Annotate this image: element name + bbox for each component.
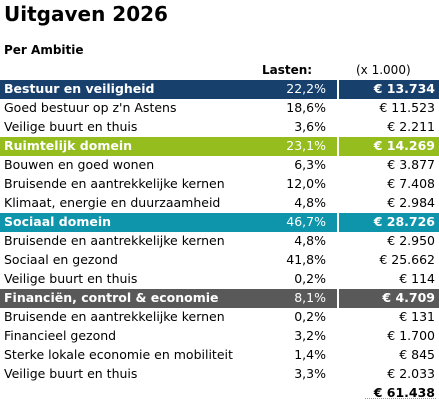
row-amount: € 2.984 (387, 195, 435, 210)
row-amount: € 3.877 (387, 157, 435, 172)
section-amount: € 28.726 (373, 214, 435, 229)
section-pct: 8,1% (294, 290, 326, 305)
row-label: Goed bestuur op z'n Astens (4, 100, 177, 115)
total-divider (365, 398, 436, 399)
section-header-sociaal: Sociaal domein 46,7% € 28.726 (0, 213, 439, 232)
total-row: € 61.438 (0, 384, 439, 403)
row-label: Bouwen en goed wonen (4, 157, 155, 172)
row-pct: 0,2% (294, 271, 326, 286)
row-pct: 3,3% (294, 366, 326, 381)
row-label: Sociaal en gezond (4, 252, 118, 267)
row-label: Klimaat, energie en duurzaamheid (4, 195, 221, 210)
row-label: Veilige buurt en thuis (4, 366, 138, 381)
row-label: Financieel gezond (4, 328, 117, 343)
row-amount: € 7.408 (387, 176, 435, 191)
row-amount: € 11.523 (379, 100, 435, 115)
table-row: Veilige buurt en thuis 3,3% € 2.033 (0, 365, 439, 384)
row-amount: € 2.950 (387, 233, 435, 248)
column-header-unit: (x 1.000) (356, 63, 411, 77)
row-amount: € 114 (399, 271, 435, 286)
section-pct: 46,7% (286, 214, 326, 229)
row-amount: € 2.033 (387, 366, 435, 381)
row-amount: € 1.700 (387, 328, 435, 343)
section-label: Sociaal domein (4, 214, 112, 229)
row-label: Veilige buurt en thuis (4, 271, 138, 286)
section-amount: € 14.269 (373, 138, 435, 153)
table-row: Sterke lokale economie en mobiliteit 1,4… (0, 346, 439, 365)
page-title: Uitgaven 2026 (4, 2, 168, 26)
column-header-lasten: Lasten: (262, 63, 313, 77)
row-label: Sterke lokale economie en mobiliteit (4, 347, 233, 362)
row-amount: € 131 (399, 309, 435, 324)
table-row: Veilige buurt en thuis 3,6% € 2.211 (0, 118, 439, 137)
row-pct: 18,6% (286, 100, 326, 115)
row-pct: 6,3% (294, 157, 326, 172)
section-label: Financiën, control & economie (4, 290, 219, 305)
table-row: Bouwen en goed wonen 6,3% € 3.877 (0, 156, 439, 175)
table-row: Goed bestuur op z'n Astens 18,6% € 11.52… (0, 99, 439, 118)
expenses-table: Bestuur en veiligheid 22,2% € 13.734 Goe… (0, 80, 439, 403)
table-row: Bruisende en aantrekkelijke kernen 12,0%… (0, 175, 439, 194)
total-amount: € 61.438 (373, 385, 435, 400)
table-row: Veilige buurt en thuis 0,2% € 114 (0, 270, 439, 289)
row-pct: 4,8% (294, 195, 326, 210)
section-header-financien: Financiën, control & economie 8,1% € 4.7… (0, 289, 439, 308)
row-pct: 41,8% (286, 252, 326, 267)
row-pct: 0,2% (294, 309, 326, 324)
row-label: Bruisende en aantrekkelijke kernen (4, 309, 225, 324)
row-amount: € 2.211 (387, 119, 435, 134)
row-label: Bruisende en aantrekkelijke kernen (4, 233, 225, 248)
table-row: Bruisende en aantrekkelijke kernen 0,2% … (0, 308, 439, 327)
section-header-ruimte: Ruimtelijk domein 23,1% € 14.269 (0, 137, 439, 156)
row-label: Bruisende en aantrekkelijke kernen (4, 176, 225, 191)
section-amount: € 13.734 (373, 81, 435, 96)
section-pct: 23,1% (286, 138, 326, 153)
section-pct: 22,2% (286, 81, 326, 96)
table-row: Klimaat, energie en duurzaamheid 4,8% € … (0, 194, 439, 213)
subtitle: Per Ambitie (4, 43, 84, 57)
row-amount: € 25.662 (379, 252, 435, 267)
row-label: Veilige buurt en thuis (4, 119, 138, 134)
row-pct: 12,0% (286, 176, 326, 191)
row-pct: 3,6% (294, 119, 326, 134)
section-header-bestuur: Bestuur en veiligheid 22,2% € 13.734 (0, 80, 439, 99)
row-pct: 4,8% (294, 233, 326, 248)
section-amount: € 4.709 (382, 290, 435, 305)
table-row: Financieel gezond 3,2% € 1.700 (0, 327, 439, 346)
row-pct: 3,2% (294, 328, 326, 343)
row-amount: € 845 (399, 347, 435, 362)
section-label: Ruimtelijk domein (4, 138, 133, 153)
table-row: Bruisende en aantrekkelijke kernen 4,8% … (0, 232, 439, 251)
row-pct: 1,4% (294, 347, 326, 362)
table-row: Sociaal en gezond 41,8% € 25.662 (0, 251, 439, 270)
section-label: Bestuur en veiligheid (4, 81, 155, 96)
